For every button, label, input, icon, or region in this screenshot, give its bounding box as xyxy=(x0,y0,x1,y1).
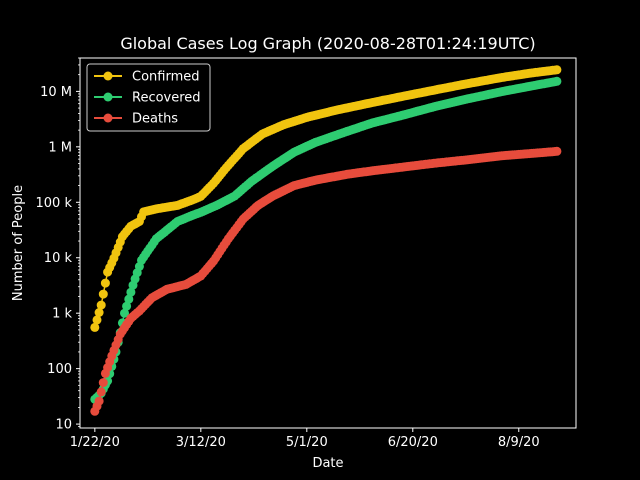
legend-marker xyxy=(103,113,113,123)
series-confirmed xyxy=(90,65,562,332)
data-point xyxy=(98,378,108,388)
y-tick-label: 1 M xyxy=(48,140,72,155)
y-tick-label: 100 k xyxy=(36,196,73,211)
y-tick-label: 10 M xyxy=(40,85,72,100)
legend-label: Deaths xyxy=(132,112,178,127)
legend-label: Confirmed xyxy=(132,70,200,85)
data-point xyxy=(94,396,104,406)
data-point xyxy=(94,308,104,317)
data-point xyxy=(90,322,100,332)
y-tick-label: 1 k xyxy=(52,307,72,322)
legend: Confirmed Recovered Deaths xyxy=(86,63,211,132)
data-point xyxy=(124,294,134,304)
series-layer xyxy=(90,65,562,416)
data-point xyxy=(100,278,110,288)
x-tick-label: 6/20/20 xyxy=(388,435,438,450)
data-point xyxy=(92,315,102,325)
data-point xyxy=(552,76,562,86)
x-axis: 1/22/20 3/12/20 5/1/20 6/20/20 8/9/20 xyxy=(70,428,540,450)
y-axis-title: Number of People xyxy=(11,185,26,301)
data-point xyxy=(98,289,108,299)
data-point xyxy=(552,146,562,156)
data-point xyxy=(96,387,106,397)
series-deaths xyxy=(90,146,562,416)
y-tick-label: 10 k xyxy=(44,251,73,266)
legend-label: Recovered xyxy=(132,91,201,106)
data-point xyxy=(552,65,562,75)
legend-marker xyxy=(103,92,113,102)
x-tick-label: 1/22/20 xyxy=(70,435,120,450)
data-point xyxy=(120,308,129,318)
y-axis: 10 100 1 k 10 k 100 k 1 M 10 M xyxy=(36,57,80,433)
data-point xyxy=(122,301,132,311)
x-tick-label: 3/12/20 xyxy=(176,435,226,450)
data-point xyxy=(126,287,136,297)
data-point xyxy=(96,300,106,310)
y-tick-label: 10 xyxy=(55,418,72,433)
chart-title: Global Cases Log Graph (2020-08-28T01:24… xyxy=(120,34,535,53)
legend-box xyxy=(86,63,211,132)
y-tick-label: 100 xyxy=(47,362,72,377)
x-axis-title: Date xyxy=(312,456,343,471)
series-recovered xyxy=(90,76,562,404)
x-tick-label: 5/1/20 xyxy=(286,435,328,450)
plot-frame xyxy=(79,57,577,429)
x-tick-label: 8/9/20 xyxy=(498,435,540,450)
legend-marker xyxy=(103,71,113,81)
